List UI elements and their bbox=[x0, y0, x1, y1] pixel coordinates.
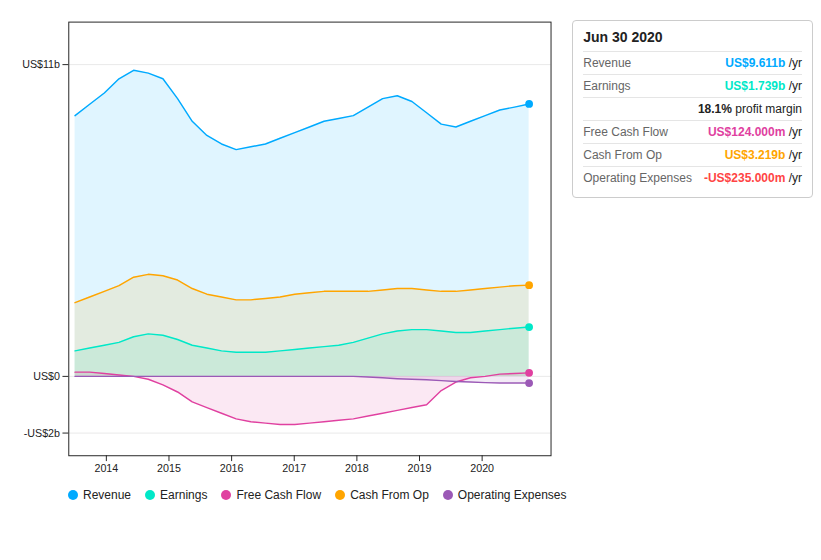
svg-text:US$0: US$0 bbox=[33, 370, 60, 382]
svg-text:2016: 2016 bbox=[220, 462, 244, 474]
svg-text:2020: 2020 bbox=[470, 462, 494, 474]
html-text:18.1% profit margin: 18.1% profit margin bbox=[697, 102, 802, 116]
html-text:Revenue: Revenue bbox=[583, 56, 632, 70]
svg-text:2018: 2018 bbox=[345, 462, 369, 474]
html-text:Operating Expenses: Operating Expenses bbox=[457, 488, 567, 503]
html-text:US$3.219b /yr: US$3.219b /yr bbox=[724, 148, 802, 162]
svg-text:2017: 2017 bbox=[282, 462, 306, 474]
html-text:Free Cash Flow: Free Cash Flow bbox=[583, 125, 668, 139]
svg-text:2015: 2015 bbox=[157, 462, 181, 474]
svg-text:2019: 2019 bbox=[408, 462, 432, 474]
html-text:Jun 30 2020: Jun 30 2020 bbox=[583, 29, 663, 45]
html-text:Cash From Op: Cash From Op bbox=[350, 488, 429, 503]
html-text:Cash From Op: Cash From Op bbox=[583, 148, 662, 162]
html-text:Free Cash Flow: Free Cash Flow bbox=[236, 488, 322, 503]
html-text:Operating Expenses: Operating Expenses bbox=[583, 171, 692, 185]
svg-text:2014: 2014 bbox=[94, 462, 118, 474]
html-text:Earnings: Earnings bbox=[160, 488, 208, 503]
html-text:Revenue: Revenue bbox=[83, 488, 131, 503]
html-text:US$9.611b /yr: US$9.611b /yr bbox=[725, 56, 802, 70]
svg-text:-US$2b: -US$2b bbox=[24, 426, 60, 438]
html-text:US$1.739b /yr: US$1.739b /yr bbox=[724, 79, 802, 93]
html-text:US$124.000m /yr: US$124.000m /yr bbox=[707, 125, 802, 139]
html-text:Earnings: Earnings bbox=[583, 79, 631, 93]
svg-text:US$11b: US$11b bbox=[22, 58, 60, 70]
html-text:-US$235.000m /yr: -US$235.000m /yr bbox=[703, 171, 802, 185]
